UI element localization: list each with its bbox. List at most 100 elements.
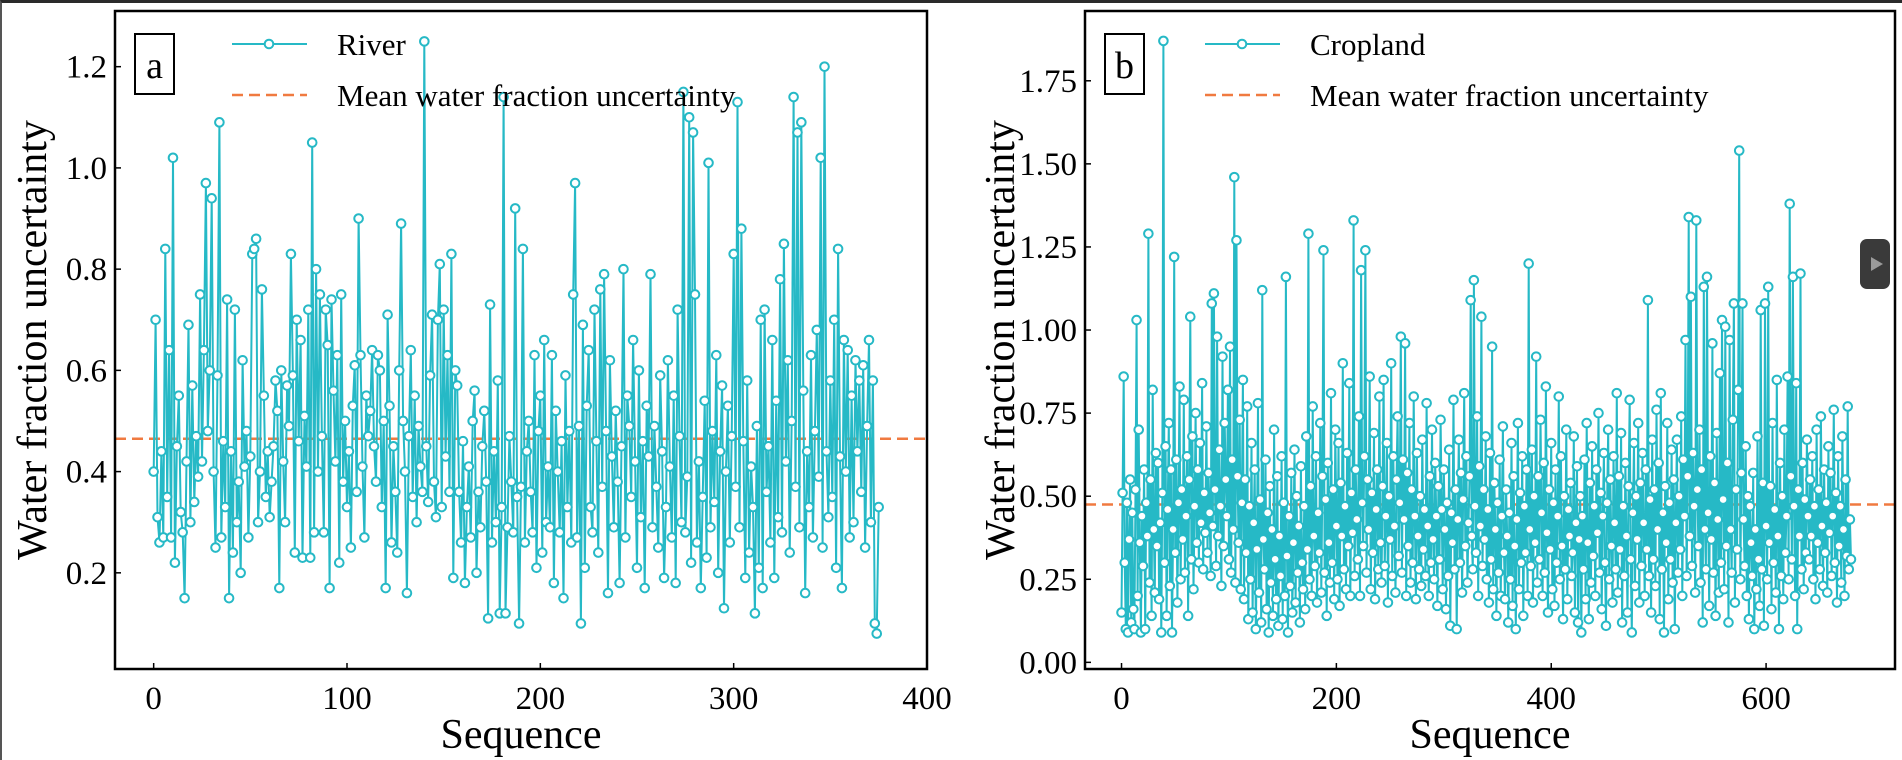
data-point xyxy=(1782,371,1793,382)
data-point xyxy=(1609,517,1620,529)
data-point xyxy=(1528,490,1540,502)
data-point xyxy=(1605,474,1616,485)
data-point xyxy=(1327,484,1339,495)
data-point xyxy=(1215,500,1226,512)
data-point xyxy=(1798,583,1809,595)
data-point xyxy=(564,425,575,437)
data-point xyxy=(768,572,780,584)
data-point xyxy=(515,481,527,493)
data-point xyxy=(633,365,645,376)
data-point xyxy=(1493,567,1504,578)
data-point xyxy=(1745,537,1757,549)
data-point xyxy=(683,111,695,123)
data-point xyxy=(1357,540,1369,552)
data-point xyxy=(722,400,734,412)
data-point xyxy=(1637,447,1648,459)
plot-frame xyxy=(1083,9,1897,671)
data-point xyxy=(1806,451,1818,462)
data-point xyxy=(1620,457,1631,469)
data-point xyxy=(1201,421,1212,432)
data-point xyxy=(1671,434,1683,445)
data-point xyxy=(1207,520,1219,532)
data-point xyxy=(680,527,691,538)
data-point xyxy=(865,516,877,528)
data-point xyxy=(231,516,243,528)
data-point xyxy=(1594,567,1605,578)
data-point xyxy=(573,420,585,432)
data-point xyxy=(190,430,202,442)
data-point xyxy=(1452,514,1464,525)
data-point xyxy=(1356,497,1368,509)
data-point xyxy=(1805,530,1817,542)
data-point xyxy=(817,542,828,553)
data-point xyxy=(1729,597,1741,608)
data-point xyxy=(596,481,608,493)
data-point xyxy=(1200,527,1211,539)
data-point xyxy=(1758,620,1770,632)
data-point xyxy=(1393,550,1404,562)
data-point xyxy=(784,547,796,558)
data-point xyxy=(668,390,680,401)
data-point xyxy=(598,268,610,280)
data-point xyxy=(1484,447,1496,459)
data-point xyxy=(1440,603,1452,615)
data-point xyxy=(308,527,320,538)
data-point xyxy=(1392,411,1403,422)
data-point xyxy=(283,420,295,432)
data-point xyxy=(1488,477,1500,489)
data-point xyxy=(469,385,480,396)
data-point xyxy=(1627,507,1639,519)
data-point xyxy=(1630,490,1642,502)
play-button[interactable] xyxy=(1860,239,1890,289)
data-point xyxy=(1292,567,1304,578)
data-point xyxy=(1492,497,1503,509)
data-point xyxy=(1403,540,1414,552)
data-point xyxy=(1762,281,1774,293)
data-point xyxy=(1545,437,1557,449)
data-point xyxy=(1519,500,1530,512)
data-point xyxy=(471,567,482,579)
data-point xyxy=(1337,357,1349,369)
data-point xyxy=(1560,424,1572,436)
data-point xyxy=(637,435,649,447)
data-point xyxy=(409,390,420,401)
data-point xyxy=(1838,524,1849,535)
data-point xyxy=(1407,557,1418,568)
data-point xyxy=(1810,593,1821,605)
data-point xyxy=(498,91,509,103)
data-point xyxy=(1616,617,1628,628)
data-point xyxy=(1601,497,1613,509)
data-point xyxy=(397,415,409,427)
data-point xyxy=(1828,404,1840,416)
data-point xyxy=(1756,564,1768,575)
data-point xyxy=(1121,497,1133,509)
data-point xyxy=(1685,291,1697,303)
data-point xyxy=(326,294,337,305)
data-point xyxy=(1367,547,1379,558)
data-point xyxy=(1497,421,1509,432)
data-point xyxy=(391,547,403,558)
data-point xyxy=(622,390,633,401)
data-point xyxy=(1285,467,1297,479)
data-point xyxy=(1378,374,1389,386)
data-point xyxy=(1655,387,1667,399)
data-point xyxy=(1419,504,1430,515)
x-tick-label: 400 xyxy=(902,681,952,717)
data-point xyxy=(1333,437,1344,449)
data-point xyxy=(1316,587,1327,598)
data-point xyxy=(782,354,794,366)
data-point xyxy=(1692,484,1703,495)
data-point xyxy=(1832,451,1844,462)
data-point xyxy=(1499,593,1511,605)
data-point xyxy=(1182,610,1194,622)
data-point xyxy=(1382,597,1394,608)
data-point xyxy=(1781,510,1792,522)
data-point xyxy=(1172,597,1183,608)
data-point xyxy=(1733,145,1745,156)
data-point xyxy=(1400,590,1412,602)
data-point xyxy=(1789,590,1801,602)
data-point xyxy=(1353,411,1365,422)
data-point xyxy=(1702,507,1714,519)
data-point xyxy=(1628,437,1640,449)
data-point xyxy=(277,456,289,467)
